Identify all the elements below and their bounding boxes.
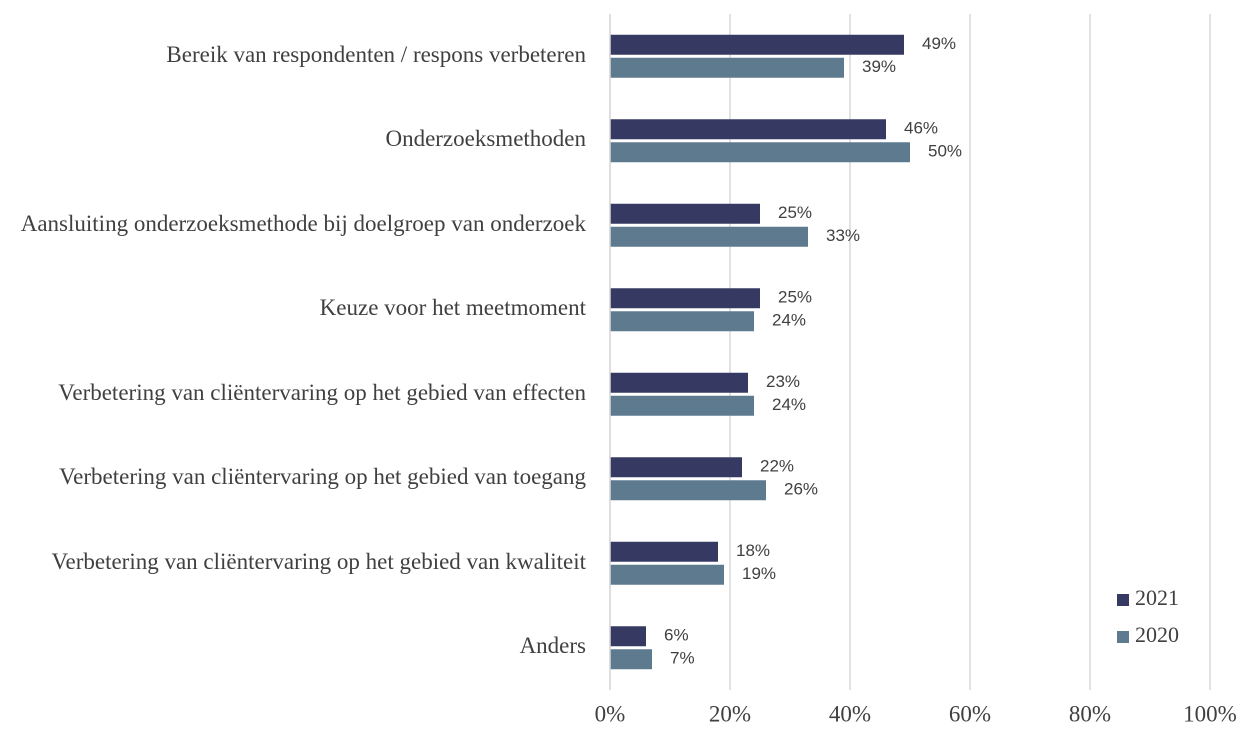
bar — [610, 626, 646, 647]
data-label: 50% — [928, 142, 962, 161]
data-label: 22% — [760, 457, 794, 476]
x-tick-label: 20% — [709, 701, 751, 726]
bar — [610, 311, 754, 332]
bar — [610, 119, 886, 140]
bar — [610, 57, 844, 78]
bar — [610, 226, 808, 247]
category-label: Anders — [519, 633, 586, 659]
data-label: 49% — [922, 34, 956, 53]
category-label: Keuze voor het meetmoment — [319, 295, 586, 321]
data-label: 18% — [736, 541, 770, 560]
data-label: 33% — [826, 226, 860, 245]
bar — [610, 564, 724, 585]
legend-label: 2020 — [1135, 622, 1179, 647]
bar — [610, 480, 766, 501]
data-label: 6% — [664, 626, 689, 645]
bar — [610, 288, 760, 309]
bar — [610, 395, 754, 416]
legend-label: 2021 — [1135, 585, 1179, 610]
category-label: Verbetering van cliëntervaring op het ge… — [58, 379, 586, 405]
data-label: 19% — [742, 564, 776, 583]
bar — [610, 372, 748, 393]
data-label: 25% — [778, 203, 812, 222]
x-tick-label: 60% — [949, 701, 991, 726]
data-label: 25% — [778, 288, 812, 307]
category-label: Verbetering van cliëntervaring op het ge… — [59, 464, 586, 490]
legend-swatch — [1117, 594, 1129, 606]
data-label: 7% — [670, 649, 695, 668]
bar — [610, 203, 760, 224]
data-label: 39% — [862, 57, 896, 76]
category-label: Verbetering van cliëntervaring op het ge… — [51, 548, 586, 574]
x-tick-label: 0% — [595, 701, 626, 726]
x-tick-label: 80% — [1069, 701, 1111, 726]
category-label: Onderzoeksmethoden — [385, 126, 586, 152]
category-label: Aansluiting onderzoeksmethode bij doelgr… — [20, 210, 586, 236]
data-label: 46% — [904, 119, 938, 138]
data-label: 23% — [766, 372, 800, 391]
bar — [610, 457, 742, 478]
data-label: 26% — [784, 480, 818, 499]
bar — [610, 142, 910, 163]
x-tick-label: 100% — [1183, 701, 1237, 726]
data-label: 24% — [772, 311, 806, 330]
bar — [610, 541, 718, 562]
bar — [610, 34, 904, 55]
bar — [610, 649, 652, 670]
category-label: Bereik van respondenten / respons verbet… — [166, 41, 586, 67]
x-tick-label: 40% — [829, 701, 871, 726]
data-label: 24% — [772, 395, 806, 414]
legend-swatch — [1117, 631, 1129, 643]
